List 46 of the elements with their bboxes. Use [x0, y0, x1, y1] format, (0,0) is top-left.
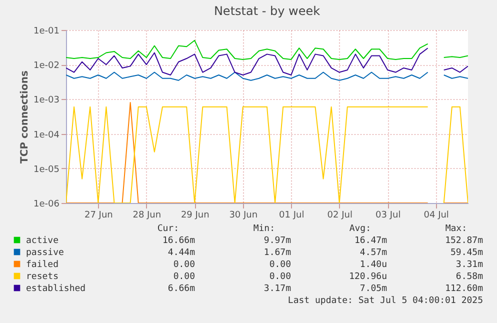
text: 16.47m [354, 236, 387, 246]
text: 59.45m [450, 248, 483, 258]
text: 9.97m [264, 236, 291, 246]
y-tick-label: 1e-06 [34, 200, 60, 210]
text: 0.00 [269, 260, 291, 270]
y-tick-label: 1e-03 [34, 96, 60, 106]
text: 4.44m [168, 248, 195, 258]
x-tick-label: 01 Jul [279, 210, 304, 220]
legend-label: established [26, 284, 86, 294]
y-tick-label: 1e-05 [34, 164, 60, 175]
text: Avg: [349, 224, 371, 234]
text: 0.00 [269, 272, 291, 282]
y-tick-label: 1e-01 [34, 26, 60, 36]
text: Last update: Sat Jul 5 04:00:01 2025 [288, 296, 483, 306]
text: 4.57m [360, 248, 387, 258]
text: 152.87m [445, 236, 483, 246]
text: 1.67m [264, 248, 291, 258]
text: 120.96u [349, 272, 387, 282]
y-tick-label: 1e-02 [34, 61, 60, 72]
text: 7.05m [360, 284, 387, 294]
x-tick-label: 04 Jul [424, 210, 449, 220]
x-tick-label: 30 Jun [229, 210, 258, 220]
text: 112.60m [445, 284, 483, 294]
text: 1.40u [360, 260, 387, 270]
legend-label: resets [26, 272, 59, 282]
text: 16.66m [162, 236, 195, 246]
x-tick-label: 28 Jun [132, 210, 162, 220]
y-tick-label: 1e-04 [34, 130, 60, 140]
text: 0.00 [173, 260, 195, 270]
legend-label: active [26, 236, 59, 246]
y-axis-title: TCP connections [20, 70, 31, 164]
text: Min: [253, 224, 275, 234]
text: 6.66m [168, 284, 195, 294]
x-tick-label: 29 Jun [180, 210, 210, 220]
x-tick-label: 27 Jun [84, 210, 113, 220]
text: Max: [445, 224, 467, 234]
text: 3.31m [456, 260, 483, 270]
text: Cur: [157, 224, 179, 234]
text: 0.00 [173, 272, 195, 282]
x-tick-label: 02 Jul [327, 210, 352, 220]
chart-title: Netstat - by week [214, 4, 320, 18]
text: 3.17m [264, 284, 291, 294]
legend-label: passive [26, 248, 64, 258]
x-tick-label: 03 Jul [376, 210, 401, 220]
legend-label: failed [26, 260, 59, 270]
text: 6.58m [456, 272, 483, 282]
